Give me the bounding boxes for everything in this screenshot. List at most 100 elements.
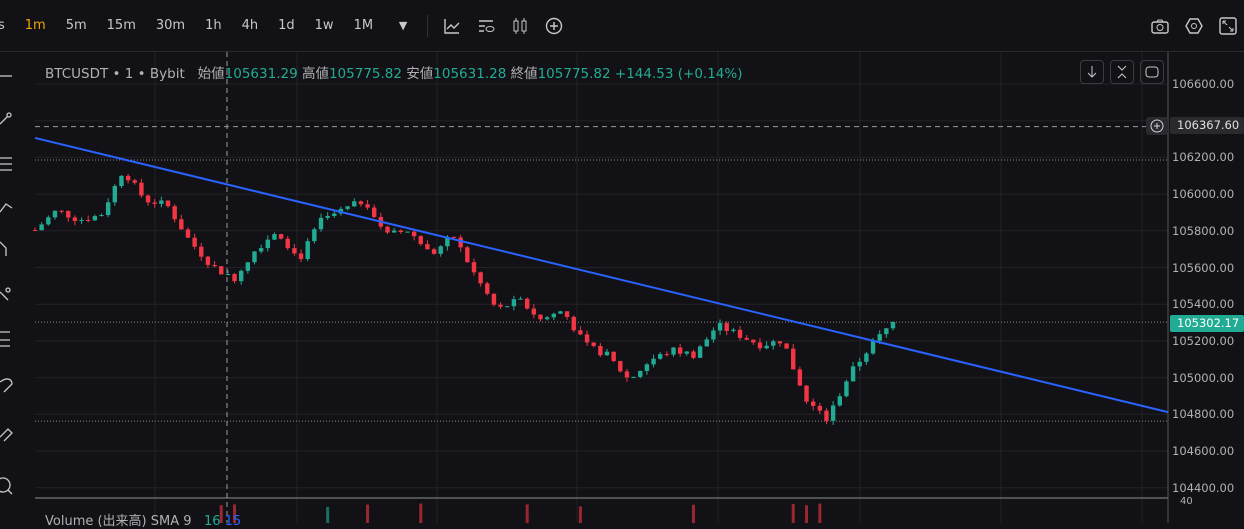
candle-body <box>445 236 450 247</box>
candle-body <box>658 354 663 359</box>
candle-body <box>391 230 397 233</box>
candle-body <box>744 337 749 340</box>
crosshair-price-tag: 106367.60 <box>1170 117 1244 134</box>
scroll-down-button[interactable] <box>1080 60 1104 84</box>
timeframe-1h[interactable]: 1h <box>205 18 222 33</box>
chevron-down-icon[interactable]: ▼ <box>398 19 408 32</box>
timeframe-1M[interactable]: 1M <box>353 18 374 33</box>
candle-body <box>791 348 796 370</box>
timeframe-1d[interactable]: 1d <box>278 18 295 33</box>
add-alert-button[interactable] <box>1146 117 1168 135</box>
candle-body <box>764 345 769 349</box>
volume-bar <box>326 506 330 523</box>
fullscreen-icon[interactable] <box>1218 16 1238 36</box>
candle-body <box>638 371 643 377</box>
timeframe-30m[interactable]: 30m <box>155 18 186 33</box>
candle-body <box>112 186 118 203</box>
candle-body <box>345 206 350 209</box>
candle-body <box>531 308 537 315</box>
candle-body <box>192 237 197 247</box>
volume-sma-value: 15 <box>224 514 242 529</box>
candle-body <box>837 396 842 406</box>
candle-body <box>46 217 51 225</box>
open-value: 105631.29 <box>224 66 298 82</box>
timeframe-4h[interactable]: 4h <box>241 18 259 33</box>
candle-body <box>86 219 91 221</box>
change-value: +144.53 (+0.14%) <box>614 66 743 82</box>
candle-body <box>465 247 470 263</box>
timeframe-1m[interactable]: 1m <box>24 18 46 33</box>
settings-icon[interactable] <box>1184 16 1204 36</box>
timeframe-15m[interactable]: 15m <box>106 18 136 33</box>
candle-body <box>232 274 237 282</box>
candle-body <box>551 313 556 318</box>
candle-body <box>52 210 58 218</box>
candle-body <box>757 342 763 349</box>
candle-body <box>784 343 789 349</box>
candle-body <box>737 329 743 338</box>
candle-body <box>105 202 111 216</box>
candle-body <box>804 385 809 402</box>
top-toolbar: s 1m 5m 15m 30m 1h 4h 1d 1w 1M ▼ <box>0 0 1244 52</box>
candle-body <box>544 317 550 320</box>
candle-body <box>132 180 137 183</box>
candle-body <box>485 283 490 294</box>
candle-body <box>498 304 503 307</box>
candle-body <box>817 405 823 411</box>
candle-body <box>584 334 590 343</box>
candle-body <box>598 346 603 356</box>
template-icon[interactable] <box>476 16 496 36</box>
timeframe-5m[interactable]: 5m <box>65 18 87 33</box>
candle-body <box>684 351 690 354</box>
candle-body <box>631 376 636 378</box>
candle-body <box>199 246 204 257</box>
candle-body <box>425 244 430 250</box>
volume-bar <box>818 503 822 523</box>
symbol-label[interactable]: BTCUSDT • 1 • Bybit <box>45 66 185 82</box>
indicator-chart-icon[interactable] <box>442 16 462 36</box>
volume-label[interactable]: Volume (出来高) SMA 9 <box>45 514 192 529</box>
price-axis-label: 106600.00 <box>1172 77 1235 91</box>
candle-body <box>491 293 497 305</box>
volume-bar <box>366 504 370 523</box>
candle-body <box>890 321 896 329</box>
candle-body <box>265 239 270 249</box>
candle-body <box>624 371 630 378</box>
candle-body <box>305 241 310 260</box>
candle-body <box>558 311 563 314</box>
candle-body <box>258 248 264 252</box>
volume-bar <box>805 505 809 523</box>
timeframe-1w[interactable]: 1w <box>314 18 334 33</box>
close-label: 終値 <box>510 66 538 82</box>
candle-body <box>119 175 124 187</box>
candle-body <box>365 204 370 208</box>
collapse-button[interactable] <box>1110 60 1134 84</box>
candle-body <box>830 405 836 421</box>
drawing-toolbar <box>0 52 28 523</box>
candle-body <box>717 323 723 331</box>
candle-body <box>79 219 84 221</box>
maximize-pane-button[interactable] <box>1140 60 1164 84</box>
candle-body <box>59 210 64 212</box>
candle-body <box>398 230 404 233</box>
add-icon[interactable] <box>544 16 564 36</box>
price-axis-label: 104600.00 <box>1172 444 1235 458</box>
candle-body <box>870 340 876 354</box>
drawing-tools-icon[interactable] <box>0 52 28 523</box>
camera-icon[interactable] <box>1150 16 1170 36</box>
candle-body <box>32 230 38 232</box>
candle-body <box>312 229 317 242</box>
candle-body <box>505 306 510 308</box>
volume-bar <box>525 504 529 523</box>
candle-body <box>771 341 776 346</box>
candle-body <box>179 219 184 230</box>
candle-body <box>471 262 477 273</box>
candle-body <box>857 361 862 367</box>
candle-body <box>611 351 616 362</box>
candle-style-icon[interactable] <box>510 16 530 36</box>
timeframe-seconds[interactable]: s <box>0 18 5 33</box>
candle-body <box>238 270 244 282</box>
candle-body <box>125 175 131 181</box>
candle-body <box>478 272 483 284</box>
